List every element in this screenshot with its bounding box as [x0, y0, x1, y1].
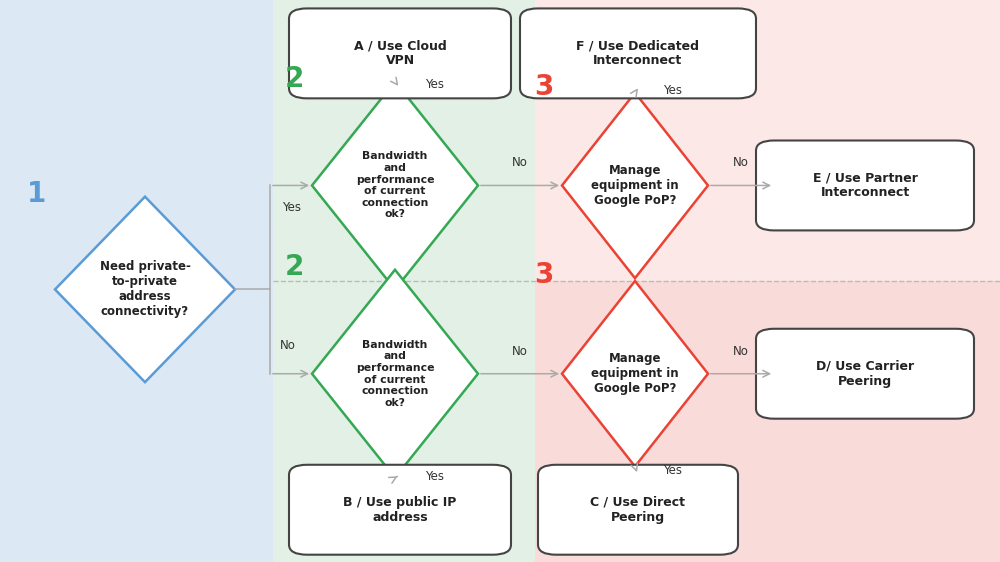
Polygon shape: [312, 270, 478, 478]
FancyBboxPatch shape: [756, 329, 974, 419]
Text: 2: 2: [284, 65, 304, 93]
Text: Bandwidth
and
performance
of current
connection
ok?: Bandwidth and performance of current con…: [356, 340, 434, 407]
Text: Bandwidth
and
performance
of current
connection
ok?: Bandwidth and performance of current con…: [356, 152, 434, 219]
Text: Need private-
to-private
address
connectivity?: Need private- to-private address connect…: [100, 260, 190, 319]
Bar: [535, 281, 1000, 562]
Text: F / Use Dedicated
Interconnect: F / Use Dedicated Interconnect: [576, 39, 700, 67]
Text: C / Use Direct
Peering: C / Use Direct Peering: [590, 496, 686, 524]
Text: 1: 1: [27, 180, 47, 208]
Text: No: No: [512, 156, 528, 170]
Text: Yes: Yes: [664, 84, 682, 97]
Polygon shape: [312, 81, 478, 289]
Text: No: No: [733, 156, 749, 170]
Bar: [535, 0, 1000, 281]
Text: A / Use Cloud
VPN: A / Use Cloud VPN: [354, 39, 446, 67]
Text: 2: 2: [284, 253, 304, 281]
Text: 3: 3: [534, 261, 554, 289]
Text: Manage
equipment in
Google PoP?: Manage equipment in Google PoP?: [591, 164, 679, 207]
Text: B / Use public IP
address: B / Use public IP address: [343, 496, 457, 524]
Text: 3: 3: [534, 73, 554, 101]
Text: E / Use Partner
Interconnect: E / Use Partner Interconnect: [813, 171, 917, 200]
FancyBboxPatch shape: [756, 140, 974, 230]
FancyBboxPatch shape: [289, 8, 511, 98]
Text: Yes: Yes: [664, 464, 682, 477]
Text: No: No: [512, 345, 528, 358]
Polygon shape: [562, 281, 708, 466]
Text: Yes: Yes: [426, 78, 444, 92]
Text: Yes: Yes: [426, 470, 444, 483]
Polygon shape: [55, 197, 235, 382]
FancyBboxPatch shape: [520, 8, 756, 98]
Text: Yes: Yes: [283, 201, 302, 215]
Text: Manage
equipment in
Google PoP?: Manage equipment in Google PoP?: [591, 352, 679, 395]
Polygon shape: [562, 93, 708, 278]
Text: No: No: [733, 345, 749, 358]
Text: D/ Use Carrier
Peering: D/ Use Carrier Peering: [816, 360, 914, 388]
FancyBboxPatch shape: [289, 465, 511, 555]
Bar: [273, 0, 535, 562]
FancyBboxPatch shape: [538, 465, 738, 555]
Text: No: No: [280, 339, 296, 352]
